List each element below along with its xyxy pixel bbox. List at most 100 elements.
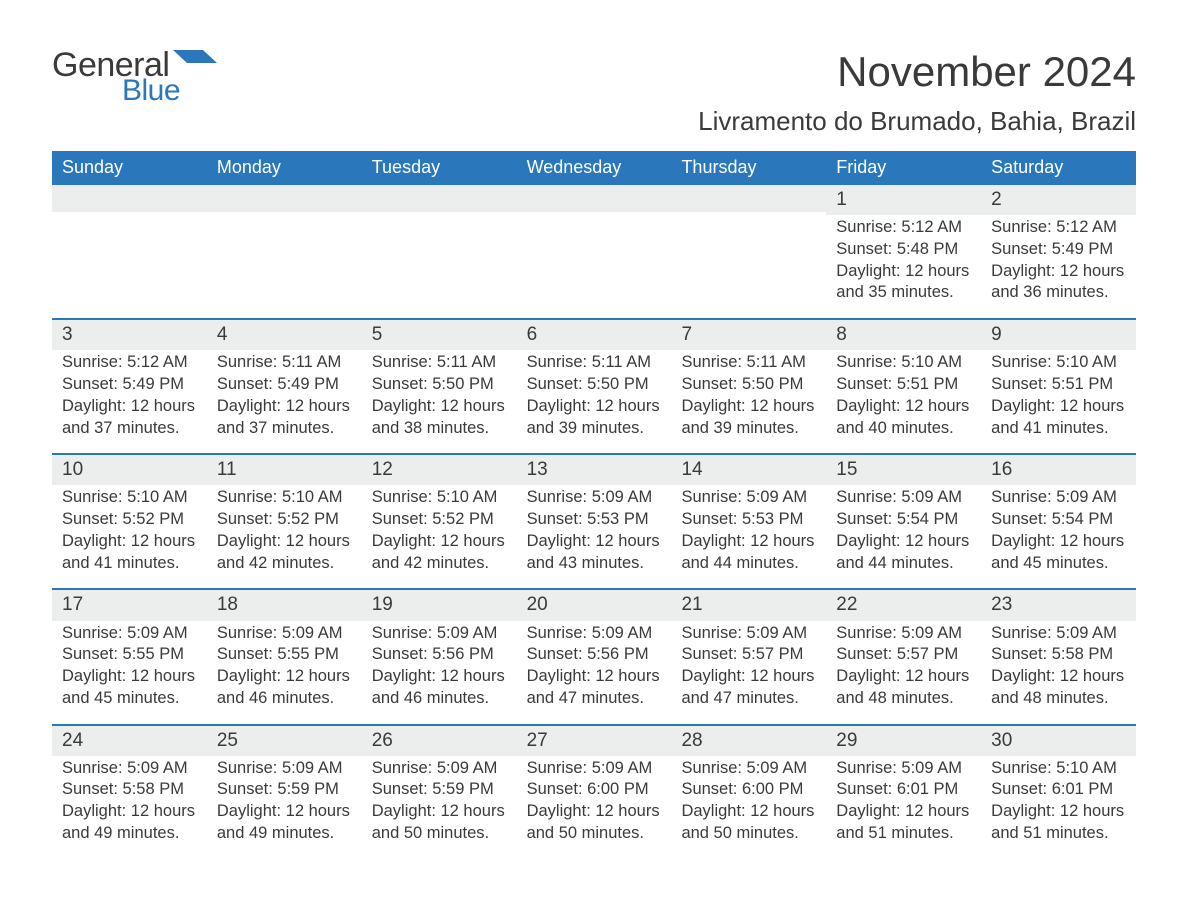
sunrise: Sunrise: 5:09 AM (681, 487, 816, 509)
sunrise: Sunrise: 5:12 AM (991, 217, 1126, 239)
day-number: 15 (826, 455, 981, 485)
daylight: Daylight: 12 hours and 51 minutes. (991, 801, 1126, 845)
day-number: 14 (671, 455, 826, 485)
dow-cell: Tuesday (362, 151, 517, 185)
dow-cell: Saturday (981, 151, 1136, 185)
week-row: 10Sunrise: 5:10 AMSunset: 5:52 PMDayligh… (52, 453, 1136, 588)
day-body: Sunrise: 5:09 AMSunset: 5:59 PMDaylight:… (362, 756, 517, 859)
sunset: Sunset: 5:54 PM (836, 509, 971, 531)
sunset: Sunset: 5:52 PM (217, 509, 352, 531)
day-number: 29 (826, 726, 981, 756)
day-body: Sunrise: 5:09 AMSunset: 5:56 PMDaylight:… (517, 621, 672, 724)
day-number: 16 (981, 455, 1136, 485)
day-number: 5 (362, 320, 517, 350)
day-number: 30 (981, 726, 1136, 756)
daylight: Daylight: 12 hours and 49 minutes. (217, 801, 352, 845)
sunset: Sunset: 5:50 PM (681, 374, 816, 396)
day-number: 19 (362, 590, 517, 620)
sunset: Sunset: 6:01 PM (991, 779, 1126, 801)
day-body: Sunrise: 5:10 AMSunset: 5:51 PMDaylight:… (826, 350, 981, 453)
sunrise: Sunrise: 5:09 AM (836, 623, 971, 645)
day-cell: 11Sunrise: 5:10 AMSunset: 5:52 PMDayligh… (207, 455, 362, 588)
day-cell (207, 185, 362, 318)
sunrise: Sunrise: 5:11 AM (372, 352, 507, 374)
day-cell: 24Sunrise: 5:09 AMSunset: 5:58 PMDayligh… (52, 726, 207, 859)
daylight: Daylight: 12 hours and 49 minutes. (62, 801, 197, 845)
day-number: 13 (517, 455, 672, 485)
daylight: Daylight: 12 hours and 44 minutes. (681, 531, 816, 575)
day-body: Sunrise: 5:10 AMSunset: 5:52 PMDaylight:… (362, 485, 517, 588)
daylight: Daylight: 12 hours and 45 minutes. (62, 666, 197, 710)
day-cell: 18Sunrise: 5:09 AMSunset: 5:55 PMDayligh… (207, 590, 362, 723)
day-cell: 9Sunrise: 5:10 AMSunset: 5:51 PMDaylight… (981, 320, 1136, 453)
day-body: Sunrise: 5:10 AMSunset: 5:52 PMDaylight:… (207, 485, 362, 588)
day-number: 21 (671, 590, 826, 620)
day-number (671, 185, 826, 212)
dow-cell: Wednesday (517, 151, 672, 185)
day-number: 22 (826, 590, 981, 620)
day-cell: 26Sunrise: 5:09 AMSunset: 5:59 PMDayligh… (362, 726, 517, 859)
day-body: Sunrise: 5:09 AMSunset: 6:01 PMDaylight:… (826, 756, 981, 859)
day-body: Sunrise: 5:10 AMSunset: 5:51 PMDaylight:… (981, 350, 1136, 453)
sunrise: Sunrise: 5:10 AM (991, 352, 1126, 374)
daylight: Daylight: 12 hours and 48 minutes. (991, 666, 1126, 710)
sunrise: Sunrise: 5:09 AM (681, 758, 816, 780)
logo: General Blue (52, 48, 217, 106)
sunset: Sunset: 5:57 PM (836, 644, 971, 666)
day-number: 18 (207, 590, 362, 620)
sunrise: Sunrise: 5:09 AM (681, 623, 816, 645)
day-body: Sunrise: 5:11 AMSunset: 5:50 PMDaylight:… (362, 350, 517, 453)
sunset: Sunset: 5:56 PM (527, 644, 662, 666)
dow-cell: Monday (207, 151, 362, 185)
daylight: Daylight: 12 hours and 39 minutes. (681, 396, 816, 440)
day-body: Sunrise: 5:11 AMSunset: 5:49 PMDaylight:… (207, 350, 362, 453)
sunset: Sunset: 6:01 PM (836, 779, 971, 801)
day-cell: 7Sunrise: 5:11 AMSunset: 5:50 PMDaylight… (671, 320, 826, 453)
day-body: Sunrise: 5:12 AMSunset: 5:49 PMDaylight:… (52, 350, 207, 453)
sunrise: Sunrise: 5:11 AM (217, 352, 352, 374)
day-cell: 8Sunrise: 5:10 AMSunset: 5:51 PMDaylight… (826, 320, 981, 453)
day-body: Sunrise: 5:12 AMSunset: 5:48 PMDaylight:… (826, 215, 981, 318)
day-number: 25 (207, 726, 362, 756)
day-number (52, 185, 207, 212)
sunrise: Sunrise: 5:09 AM (372, 623, 507, 645)
day-cell: 21Sunrise: 5:09 AMSunset: 5:57 PMDayligh… (671, 590, 826, 723)
sunset: Sunset: 5:50 PM (527, 374, 662, 396)
day-number: 7 (671, 320, 826, 350)
dow-cell: Friday (826, 151, 981, 185)
daylight: Daylight: 12 hours and 37 minutes. (62, 396, 197, 440)
day-cell: 4Sunrise: 5:11 AMSunset: 5:49 PMDaylight… (207, 320, 362, 453)
day-cell: 10Sunrise: 5:10 AMSunset: 5:52 PMDayligh… (52, 455, 207, 588)
daylight: Daylight: 12 hours and 46 minutes. (372, 666, 507, 710)
day-number: 24 (52, 726, 207, 756)
sunrise: Sunrise: 5:09 AM (527, 487, 662, 509)
month-title: November 2024 (698, 48, 1136, 96)
sunset: Sunset: 5:49 PM (62, 374, 197, 396)
day-number: 23 (981, 590, 1136, 620)
day-body: Sunrise: 5:09 AMSunset: 5:59 PMDaylight:… (207, 756, 362, 859)
day-cell: 3Sunrise: 5:12 AMSunset: 5:49 PMDaylight… (52, 320, 207, 453)
daylight: Daylight: 12 hours and 41 minutes. (62, 531, 197, 575)
header: General Blue November 2024 Livramento do… (52, 48, 1136, 137)
sunrise: Sunrise: 5:10 AM (62, 487, 197, 509)
sunset: Sunset: 5:53 PM (527, 509, 662, 531)
day-cell: 12Sunrise: 5:10 AMSunset: 5:52 PMDayligh… (362, 455, 517, 588)
daylight: Daylight: 12 hours and 46 minutes. (217, 666, 352, 710)
day-number (517, 185, 672, 212)
day-number (207, 185, 362, 212)
daylight: Daylight: 12 hours and 47 minutes. (681, 666, 816, 710)
sunrise: Sunrise: 5:09 AM (991, 487, 1126, 509)
day-body: Sunrise: 5:10 AMSunset: 5:52 PMDaylight:… (52, 485, 207, 588)
day-number: 8 (826, 320, 981, 350)
daylight: Daylight: 12 hours and 36 minutes. (991, 261, 1126, 305)
sunset: Sunset: 5:56 PM (372, 644, 507, 666)
sunrise: Sunrise: 5:09 AM (372, 758, 507, 780)
dow-cell: Thursday (671, 151, 826, 185)
day-body: Sunrise: 5:09 AMSunset: 5:53 PMDaylight:… (517, 485, 672, 588)
daylight: Daylight: 12 hours and 43 minutes. (527, 531, 662, 575)
sunrise: Sunrise: 5:12 AM (836, 217, 971, 239)
day-number: 2 (981, 185, 1136, 215)
day-body: Sunrise: 5:09 AMSunset: 5:53 PMDaylight:… (671, 485, 826, 588)
day-cell: 25Sunrise: 5:09 AMSunset: 5:59 PMDayligh… (207, 726, 362, 859)
day-cell: 14Sunrise: 5:09 AMSunset: 5:53 PMDayligh… (671, 455, 826, 588)
